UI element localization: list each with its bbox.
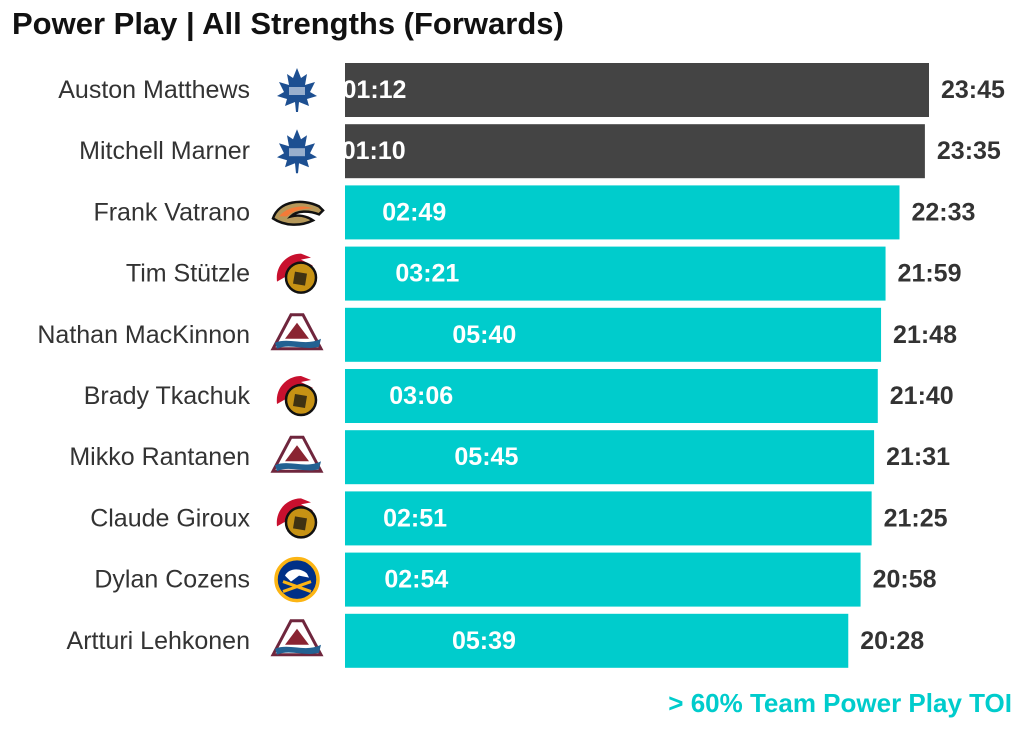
- total-toi-label-9: 20:28: [860, 627, 924, 655]
- avalanche-swoosh-shape: [275, 338, 321, 349]
- bar-5: [345, 369, 878, 423]
- senator-face-shape: [293, 271, 307, 286]
- total-toi-label-0: 23:45: [941, 76, 1005, 104]
- player-name-label-1: Mitchell Marner: [79, 137, 250, 165]
- player-name-label-0: Auston Matthews: [58, 76, 250, 104]
- bar-8: [345, 552, 861, 607]
- total-toi-label-4: 21:48: [893, 321, 957, 349]
- senator-face-shape: [293, 394, 307, 408]
- avalanche-swoosh-shape: [275, 644, 321, 655]
- bar-4: [345, 307, 882, 362]
- player-name-label-4: Nathan MacKinnon: [37, 321, 250, 349]
- total-toi-label-1: 23:35: [937, 137, 1001, 165]
- bar-9: [345, 613, 849, 668]
- player-name-label-7: Claude Giroux: [90, 504, 250, 532]
- total-toi-label-3: 21:59: [898, 260, 962, 288]
- bar-6: [345, 430, 875, 485]
- sabres-circle-shape: [274, 556, 320, 603]
- bar-3: [345, 246, 886, 301]
- maple-leafs-logo-0: [277, 68, 317, 112]
- pp-toi-label-4: 05:40: [452, 321, 516, 349]
- senators-logo-3: [276, 253, 318, 294]
- pp-toi-label-7: 02:51: [383, 504, 447, 532]
- maple-leaf-wordmark: [289, 148, 305, 157]
- pp-toi-label-9: 05:39: [452, 627, 516, 655]
- maple-leafs-logo-1: [277, 129, 317, 174]
- player-name-label-9: Artturi Lehkonen: [67, 627, 250, 655]
- total-toi-label-7: 21:25: [884, 504, 948, 532]
- total-toi-label-8: 20:58: [873, 566, 937, 594]
- pp-toi-label-3: 03:21: [395, 260, 459, 288]
- chart-title: Power Play | All Strengths (Forwards): [12, 6, 564, 41]
- bar-0: [345, 63, 929, 117]
- avalanche-mountain-shape: [285, 445, 309, 462]
- avalanche-logo-9: [270, 619, 324, 657]
- pp-toi-label-8: 02:54: [384, 566, 448, 594]
- senator-face-shape: [293, 516, 307, 531]
- avalanche-mountain-shape: [285, 322, 309, 339]
- bar-1: [345, 124, 925, 179]
- senators-logo-7: [276, 498, 318, 539]
- avalanche-logo-6: [270, 435, 324, 473]
- total-toi-label-2: 22:33: [911, 198, 975, 226]
- pp-toi-label-5: 03:06: [389, 382, 453, 410]
- avalanche-logo-4: [270, 313, 324, 351]
- player-name-label-6: Mikko Rantanen: [69, 443, 250, 471]
- pp-toi-label-0: 01:12: [343, 76, 407, 104]
- player-name-label-3: Tim Stützle: [126, 260, 250, 288]
- total-toi-label-6: 21:31: [886, 443, 950, 471]
- footnote-legend: > 60% Team Power Play TOI: [668, 688, 1012, 718]
- duck-bill-shape: [271, 200, 325, 226]
- bar-2: [345, 185, 900, 240]
- ducks-logo-2: [271, 200, 325, 226]
- senators-logo-5: [276, 376, 318, 417]
- sabres-logo-8: [274, 556, 320, 603]
- duck-bill-accent: [279, 206, 313, 217]
- avalanche-swoosh-shape: [275, 461, 321, 472]
- pp-toi-label-2: 02:49: [382, 198, 446, 226]
- pp-toi-label-1: 01:10: [342, 137, 406, 165]
- total-toi-label-5: 21:40: [890, 382, 954, 410]
- bar-7: [345, 491, 872, 546]
- maple-leaf-wordmark: [289, 87, 305, 95]
- buffalo-shape: [285, 569, 309, 582]
- player-name-label-2: Frank Vatrano: [93, 198, 250, 226]
- avalanche-mountain-shape: [285, 628, 309, 645]
- player-name-label-8: Dylan Cozens: [94, 566, 250, 594]
- sabre-2-shape: [282, 580, 312, 594]
- pp-toi-label-6: 05:45: [454, 443, 518, 471]
- player-name-label-5: Brady Tkachuk: [84, 382, 251, 410]
